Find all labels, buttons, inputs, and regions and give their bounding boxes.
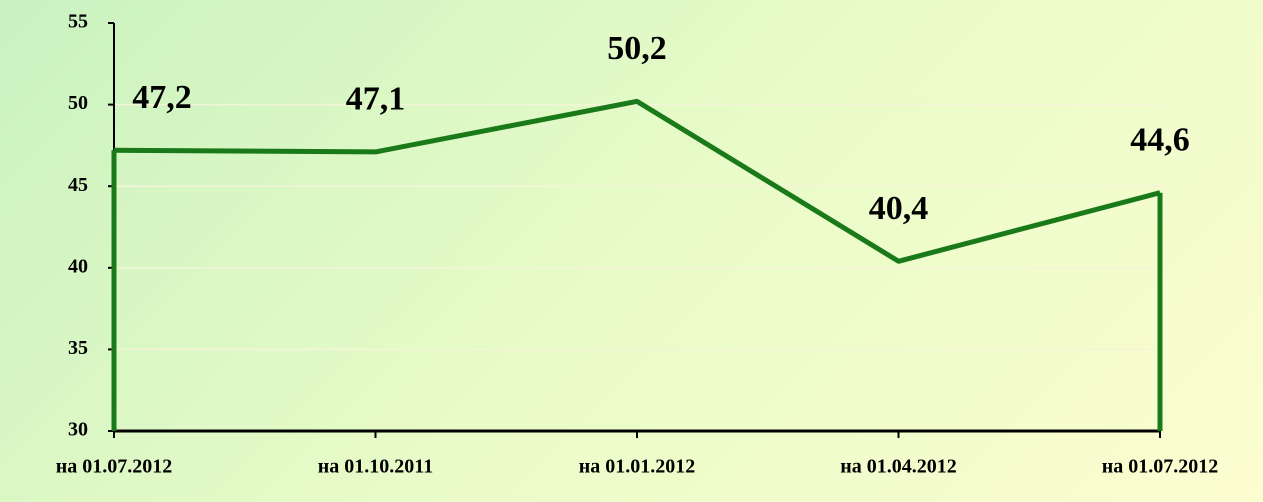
data-label: 40,4 xyxy=(869,190,929,227)
data-label: 47,2 xyxy=(132,79,192,116)
x-tick-label: на 01.04.2012 xyxy=(840,456,957,478)
x-tick-label: на 01.07.2012 xyxy=(1102,456,1219,478)
data-label: 47,1 xyxy=(346,81,406,118)
data-label: 44,6 xyxy=(1130,122,1190,159)
y-tick-label: 30 xyxy=(68,419,88,441)
data-label: 50,2 xyxy=(607,30,667,67)
y-tick-label: 40 xyxy=(68,255,88,277)
y-tick-label: 45 xyxy=(68,174,88,196)
x-tick-label: на 01.01.2012 xyxy=(579,456,696,478)
y-tick-label: 35 xyxy=(68,337,88,359)
x-tick-label: на 01.10.2011 xyxy=(318,456,433,478)
line xyxy=(113,98,1161,264)
y-tick-label: 50 xyxy=(68,92,88,114)
x-tick-label: на 01.07.2012 xyxy=(56,456,173,478)
y-tick-label: 55 xyxy=(68,11,88,33)
